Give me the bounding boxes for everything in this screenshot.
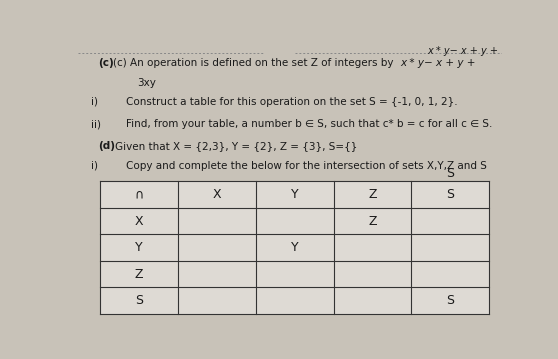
Text: i): i) xyxy=(92,160,98,171)
Text: Y: Y xyxy=(291,241,299,254)
Text: (d): (d) xyxy=(98,141,115,151)
Text: Y: Y xyxy=(135,241,143,254)
Text: 3xy: 3xy xyxy=(137,78,156,88)
Text: S: S xyxy=(135,294,143,307)
Text: x * y− x + y +: x * y− x + y + xyxy=(401,58,476,68)
Text: Z: Z xyxy=(134,268,143,281)
Text: Copy and complete the below for the intersection of sets X,Y,Z and S: Copy and complete the below for the inte… xyxy=(126,160,487,171)
Text: S: S xyxy=(446,294,454,307)
Text: Z: Z xyxy=(368,215,377,228)
Text: (c) An operation is defined on the set Z of integers by: (c) An operation is defined on the set Z… xyxy=(113,58,397,68)
Text: Z: Z xyxy=(368,188,377,201)
Text: X: X xyxy=(213,188,221,201)
Text: ii): ii) xyxy=(92,119,102,129)
Bar xyxy=(100,181,489,314)
Text: x * y− x + y +: x * y− x + y + xyxy=(427,46,498,56)
Text: Given that X = {2,3}, Y = {2}, Z = {3}, S={}: Given that X = {2,3}, Y = {2}, Z = {3}, … xyxy=(115,141,358,151)
Text: X: X xyxy=(134,215,143,228)
Text: S: S xyxy=(446,167,454,180)
Text: i): i) xyxy=(92,97,98,107)
Text: Construct a table for this operation on the set S = {-1, 0, 1, 2}.: Construct a table for this operation on … xyxy=(126,97,458,107)
Text: Find, from your table, a number b ∈ S, such that c* b = c for all c ∈ S.: Find, from your table, a number b ∈ S, s… xyxy=(126,119,492,129)
Text: Y: Y xyxy=(291,188,299,201)
Text: S: S xyxy=(446,188,454,201)
Text: (c): (c) xyxy=(98,58,114,68)
Text: ∩: ∩ xyxy=(134,188,143,201)
